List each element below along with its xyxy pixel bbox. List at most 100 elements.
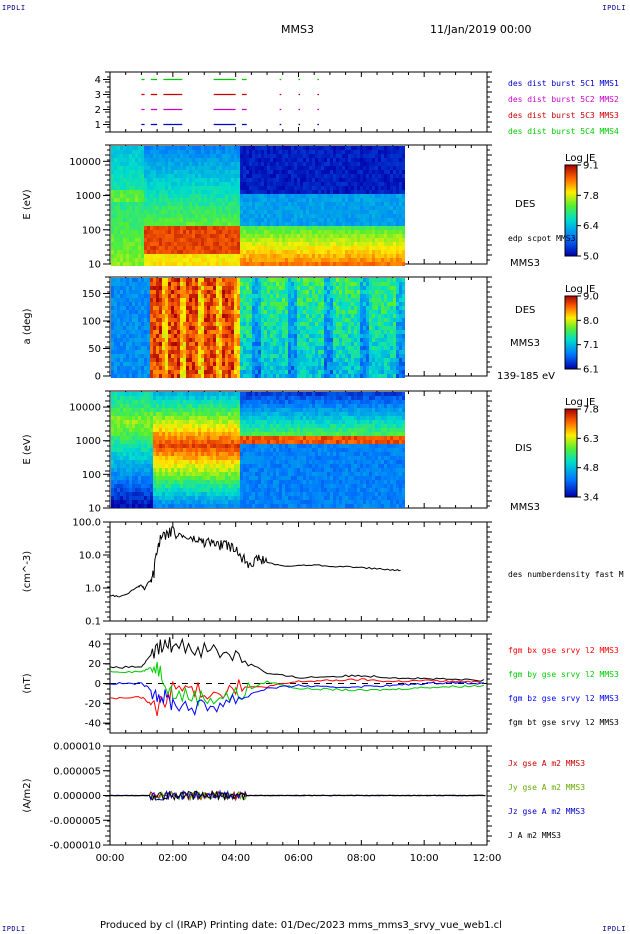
heatmap-cell (372, 210, 375, 214)
heatmap-cell (237, 202, 240, 206)
heatmap-cell (219, 158, 222, 162)
heatmap-cell (357, 182, 360, 186)
heatmap-cell (336, 178, 339, 182)
heatmap-cell (318, 222, 321, 226)
heatmap-cell (222, 350, 225, 354)
heatmap-cell (123, 182, 126, 186)
heatmap-cell (144, 198, 147, 202)
heatmap-cell (387, 166, 390, 170)
heatmap-cell (393, 218, 396, 222)
heatmap-cell (126, 202, 129, 206)
heatmap-cell (249, 286, 252, 290)
heatmap-cell (129, 350, 132, 354)
heatmap-cell (228, 194, 231, 198)
heatmap-cell (294, 178, 297, 182)
heatmap-cell (384, 218, 387, 222)
heatmap-cell (135, 370, 138, 374)
heatmap-cell (156, 178, 159, 182)
heatmap-cell (381, 150, 384, 154)
heatmap-cell (309, 214, 312, 218)
heatmap-cell (180, 338, 183, 342)
heatmap-cell (189, 146, 192, 150)
heatmap-cell (165, 238, 168, 242)
heatmap-cell (192, 366, 195, 370)
heatmap-cell (306, 350, 309, 354)
heatmap-cell (354, 222, 357, 226)
heatmap-cell (189, 370, 192, 374)
heatmap-cell (180, 282, 183, 286)
heatmap-cell (300, 374, 303, 378)
heatmap-cell (213, 218, 216, 222)
y-tick-label: 3 (95, 90, 101, 101)
heatmap-cell (165, 358, 168, 362)
heatmap-cell (369, 154, 372, 158)
heatmap-cell (162, 314, 165, 318)
heatmap-cell (315, 302, 318, 306)
heatmap-cell (387, 174, 390, 178)
heatmap-cell (372, 230, 375, 234)
heatmap-cell (240, 230, 243, 234)
heatmap-cell (237, 318, 240, 322)
heatmap-cell (162, 234, 165, 238)
heatmap-cell (138, 374, 141, 378)
heatmap-cell (267, 306, 270, 310)
heatmap-cell (183, 170, 186, 174)
heatmap-cell (264, 234, 267, 238)
heatmap-cell (369, 238, 372, 242)
heatmap-cell (270, 290, 273, 294)
heatmap-cell (276, 194, 279, 198)
heatmap-cell (279, 294, 282, 298)
heatmap-cell (276, 174, 279, 178)
heatmap-cell (135, 374, 138, 378)
heatmap-cell (147, 202, 150, 206)
heatmap-cell (117, 326, 120, 330)
heatmap-cell (381, 226, 384, 230)
heatmap-cell (192, 350, 195, 354)
heatmap-cell (180, 286, 183, 290)
heatmap-cell (192, 206, 195, 210)
heatmap-cell (204, 150, 207, 154)
heatmap-cell (267, 226, 270, 230)
heatmap-cell (279, 282, 282, 286)
heatmap-cell (114, 334, 117, 338)
heatmap-cell (156, 286, 159, 290)
heatmap-cell (279, 150, 282, 154)
heatmap-cell (216, 218, 219, 222)
heatmap-cell (144, 218, 147, 222)
heatmap-cell (372, 258, 375, 262)
heatmap-cell (168, 326, 171, 330)
heatmap-cell (222, 226, 225, 230)
heatmap-cell (114, 194, 117, 198)
heatmap-cell (363, 250, 366, 254)
heatmap-cell (276, 370, 279, 374)
heatmap-cell (165, 174, 168, 178)
heatmap-cell (252, 230, 255, 234)
heatmap-cell (174, 318, 177, 322)
heatmap-cell (255, 286, 258, 290)
heatmap-cell (207, 282, 210, 286)
heatmap-cell (216, 214, 219, 218)
heatmap-cell (246, 278, 249, 282)
heatmap-cell (213, 302, 216, 306)
heatmap-cell (249, 314, 252, 318)
heatmap-cell (282, 182, 285, 186)
heatmap-cell (291, 186, 294, 190)
heatmap-cell (294, 250, 297, 254)
heatmap-cell (228, 310, 231, 314)
heatmap-cell (363, 186, 366, 190)
heatmap-cell (306, 306, 309, 310)
heatmap-cell (120, 190, 123, 194)
heatmap-cell (189, 262, 192, 266)
heatmap-cell (156, 170, 159, 174)
heatmap-cell (309, 194, 312, 198)
heatmap-cell (225, 306, 228, 310)
heatmap-cell (291, 254, 294, 258)
heatmap-cell (123, 290, 126, 294)
heatmap-cell (276, 250, 279, 254)
heatmap-cell (273, 338, 276, 342)
heatmap-cell (279, 246, 282, 250)
heatmap-cell (228, 154, 231, 158)
heatmap-cell (390, 186, 393, 190)
heatmap-cell (153, 206, 156, 210)
heatmap-cell (144, 282, 147, 286)
